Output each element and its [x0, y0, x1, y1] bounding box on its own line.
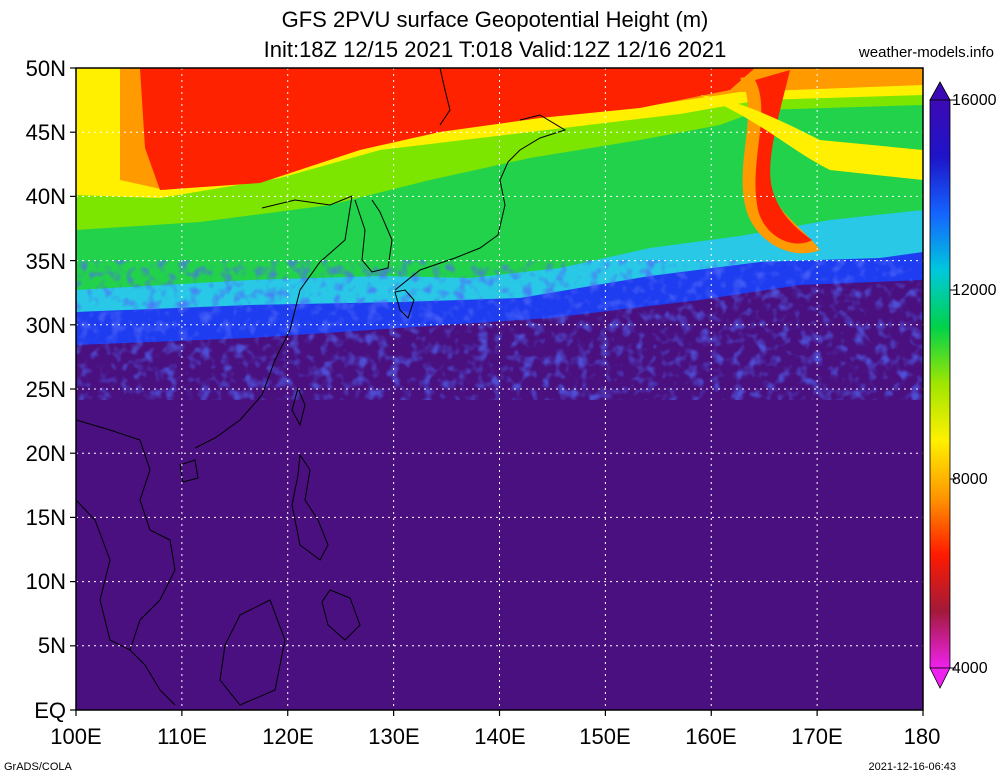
indochina-coast [76, 419, 176, 651]
lat-label: 20N [25, 441, 66, 466]
lon-label: 170E [791, 724, 843, 749]
lon-label: 180 [903, 724, 941, 749]
lon-label: 140E [474, 724, 526, 749]
map-title: GFS 2PVU surface Geopotential Height (m) [281, 7, 709, 32]
colorbar-label: 8000 [952, 471, 988, 488]
colorbar-label: 12000 [952, 282, 997, 299]
colorbar-bottom-arrow [929, 667, 951, 689]
kyushu-coast [394, 289, 415, 319]
borneo-coast [219, 599, 286, 706]
mindanao-coast [321, 589, 361, 641]
lat-label: 35N [25, 249, 66, 274]
footer-software: GrADS/COLA [4, 761, 72, 773]
lat-label: 50N [25, 56, 66, 81]
lon-label: 160E [685, 724, 737, 749]
lat-label: 25N [25, 377, 66, 402]
credit-text: weather-models.info [858, 44, 994, 61]
colorbar [929, 81, 956, 689]
lat-label: 40N [25, 184, 66, 209]
ridge-yellow [700, 95, 923, 180]
grid-lines [76, 68, 923, 710]
coastlines [76, 68, 567, 706]
luzon-coast [291, 453, 329, 561]
lat-label: 15N [25, 505, 66, 530]
colorbar-label: 4000 [952, 660, 988, 677]
footer-timestamp: 2021-12-16-06:43 [868, 761, 956, 773]
map-subtitle: Init:18Z 12/15 2021 T:018 Valid:12Z 12/1… [263, 37, 727, 62]
lon-ticks [75, 710, 924, 716]
japan-coast [394, 114, 567, 291]
lon-label: 100E [50, 724, 102, 749]
lon-label: 110E [157, 724, 207, 749]
lat-label: 30N [25, 313, 66, 338]
lat-label: 10N [25, 569, 66, 594]
lat-label: 45N [25, 120, 66, 145]
sakhalin-coast [439, 68, 451, 126]
lat-label: 5N [37, 633, 66, 658]
lon-label: 150E [579, 724, 631, 749]
band-red [140, 68, 755, 190]
lon-label: 130E [368, 724, 420, 749]
malay-coast [129, 649, 176, 706]
colorbar-label: 16000 [952, 92, 997, 109]
lon-label: 120E [262, 724, 314, 749]
cutoff-low-red [755, 70, 812, 244]
lat-label: EQ [34, 698, 66, 723]
korea-coast [354, 199, 393, 273]
china-coast [194, 195, 353, 449]
colorbar-body [929, 99, 951, 669]
lat-ticks [70, 67, 76, 711]
taiwan-coast [291, 386, 306, 427]
colorbar-top-arrow [929, 81, 951, 101]
